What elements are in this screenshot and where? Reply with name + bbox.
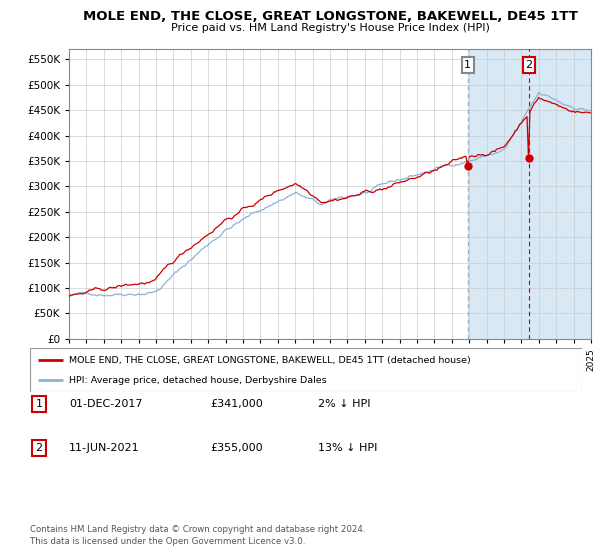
- Text: £341,000: £341,000: [210, 399, 263, 409]
- Text: HPI: Average price, detached house, Derbyshire Dales: HPI: Average price, detached house, Derb…: [68, 376, 326, 385]
- Text: 2: 2: [526, 60, 533, 70]
- Text: 1: 1: [464, 60, 472, 70]
- Text: 2% ↓ HPI: 2% ↓ HPI: [318, 399, 371, 409]
- Text: 1: 1: [35, 399, 43, 409]
- Text: Contains HM Land Registry data © Crown copyright and database right 2024.: Contains HM Land Registry data © Crown c…: [30, 525, 365, 534]
- Text: 2: 2: [35, 443, 43, 453]
- Text: 01-DEC-2017: 01-DEC-2017: [69, 399, 143, 409]
- FancyBboxPatch shape: [30, 348, 582, 392]
- Text: £355,000: £355,000: [210, 443, 263, 453]
- Text: This data is licensed under the Open Government Licence v3.0.: This data is licensed under the Open Gov…: [30, 537, 305, 546]
- Text: MOLE END, THE CLOSE, GREAT LONGSTONE, BAKEWELL, DE45 1TT (detached house): MOLE END, THE CLOSE, GREAT LONGSTONE, BA…: [68, 356, 470, 365]
- Text: MOLE END, THE CLOSE, GREAT LONGSTONE, BAKEWELL, DE45 1TT: MOLE END, THE CLOSE, GREAT LONGSTONE, BA…: [83, 10, 577, 24]
- Text: 11-JUN-2021: 11-JUN-2021: [69, 443, 140, 453]
- Text: Price paid vs. HM Land Registry's House Price Index (HPI): Price paid vs. HM Land Registry's House …: [170, 23, 490, 33]
- Text: 13% ↓ HPI: 13% ↓ HPI: [318, 443, 377, 453]
- Bar: [468, 49, 599, 339]
